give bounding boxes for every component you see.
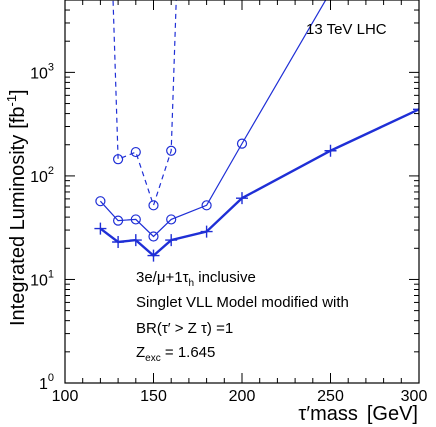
circle-marker [148, 231, 159, 242]
circle-marker [130, 214, 141, 225]
y-tick-label: 10 [39, 372, 54, 393]
annotation-significance: Zexc = 1.645 [136, 344, 215, 364]
plus-marker [129, 234, 142, 247]
plus-marker [112, 236, 125, 249]
circle-marker [148, 200, 159, 211]
series-solid-circles [95, 0, 327, 242]
y-tick-label: 103 [30, 61, 54, 82]
x-tick-label: 200 [229, 388, 256, 405]
y-tick-label: 101 [30, 268, 54, 289]
circle-marker [236, 138, 248, 149]
plus-marker [236, 192, 248, 205]
series-line [112, 0, 177, 208]
x-tick-label: 250 [317, 388, 344, 405]
x-axis-title: τ′mass [GeV] [298, 403, 418, 425]
x-tick-label: 150 [140, 388, 167, 405]
circle-marker [112, 154, 124, 165]
series-line [99, 0, 327, 238]
annotation-model: Singlet VLL Model modified with [136, 294, 349, 311]
annotation-channel: 3e/μ+1τh inclusive [136, 269, 256, 289]
circle-marker [130, 146, 141, 158]
circle-marker [201, 200, 212, 211]
plus-marker [147, 249, 160, 262]
plus-marker [165, 234, 178, 247]
circle-marker [166, 214, 177, 225]
x-tick-label: 100 [52, 388, 79, 405]
annotation-branching-ratio: BR(τ′ > Z τ) =1 [136, 320, 233, 337]
series-line [99, 108, 419, 258]
circle-marker [166, 145, 177, 156]
plot-frame [64, 0, 420, 384]
circle-marker [95, 196, 106, 207]
y-axis-title: Integrated Luminosity[fb-1] [4, 89, 29, 326]
plus-marker [94, 222, 107, 235]
plus-marker [200, 225, 213, 238]
plus-marker [413, 103, 419, 116]
circle-marker [112, 215, 124, 226]
series-layer [94, 0, 419, 262]
series-thick-plus [94, 103, 419, 262]
energy-label: 13 TeV LHC [306, 21, 387, 38]
y-tick-label: 102 [30, 165, 54, 186]
series-dashed-circles [112, 0, 177, 211]
tick-layer: 100 150 200 250 300 10 101 102 103 [30, 0, 427, 405]
x-tick-label: 300 [401, 388, 428, 405]
plus-marker [324, 144, 337, 157]
